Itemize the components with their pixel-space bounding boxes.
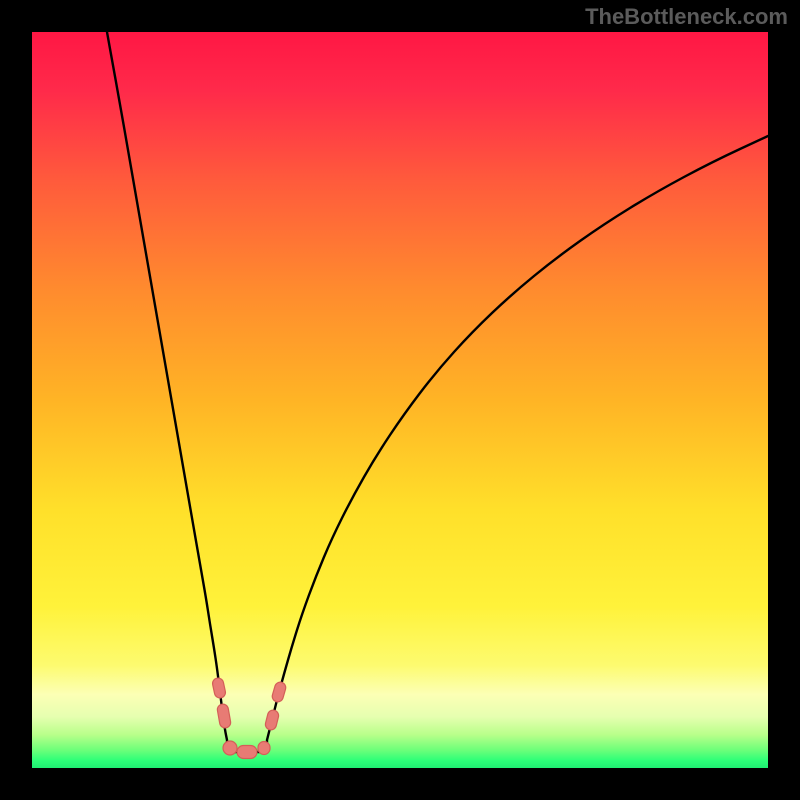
chart-frame: TheBottleneck.com bbox=[0, 0, 800, 800]
plot-gradient-area bbox=[32, 32, 768, 768]
watermark-text: TheBottleneck.com bbox=[585, 4, 788, 30]
